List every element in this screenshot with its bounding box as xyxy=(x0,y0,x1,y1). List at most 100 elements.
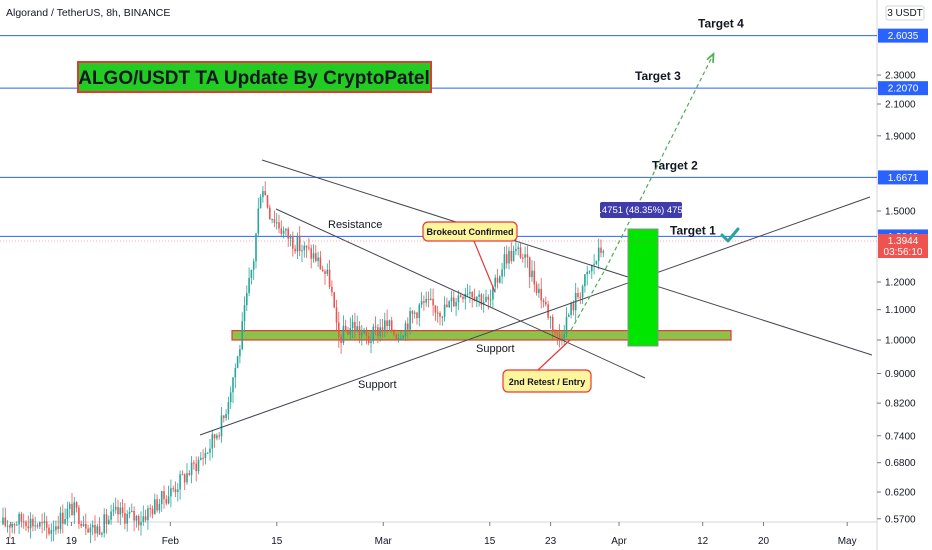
candle-body xyxy=(453,297,455,307)
candle-body xyxy=(82,523,85,526)
candle-body xyxy=(163,491,165,500)
candle-body xyxy=(285,228,287,231)
candle-body xyxy=(11,524,13,528)
candle-body xyxy=(535,284,538,293)
candle-body xyxy=(542,300,545,302)
candle-body xyxy=(248,277,250,294)
candle-body xyxy=(324,271,326,274)
candle-body xyxy=(370,341,372,344)
candle-body xyxy=(331,286,333,293)
candle-body xyxy=(545,301,547,305)
current-price-bg xyxy=(878,234,928,258)
candle-body xyxy=(43,521,46,524)
candle-body xyxy=(602,251,605,253)
candle-body xyxy=(549,316,552,318)
candle-body xyxy=(356,326,358,331)
candle-body xyxy=(64,519,66,524)
target-label: Target 4 xyxy=(698,17,744,31)
candle-body xyxy=(347,331,349,335)
candle-body xyxy=(294,248,296,252)
candle-body xyxy=(409,311,411,330)
candle-body xyxy=(232,377,234,393)
y-tick-label: 1.0000 xyxy=(885,335,916,346)
candle-body xyxy=(271,219,273,221)
candle-body xyxy=(98,526,101,535)
candle-body xyxy=(239,349,241,357)
candle-body xyxy=(190,462,193,475)
candle-body xyxy=(427,298,430,301)
candle-body xyxy=(220,415,223,437)
candle-body xyxy=(154,499,156,515)
x-tick-label: 15 xyxy=(271,536,283,547)
y-tick-label: 0.5700 xyxy=(885,514,916,525)
candle-body xyxy=(101,533,103,535)
inner-descending-line xyxy=(275,208,646,379)
candle-body xyxy=(386,320,388,326)
candle-body xyxy=(381,327,384,330)
candle-body xyxy=(289,235,292,239)
candle-body xyxy=(579,297,582,299)
candle-body xyxy=(305,245,308,248)
candle-body xyxy=(165,499,168,504)
candle-body xyxy=(75,502,78,508)
candle-body xyxy=(160,491,163,505)
candle-body xyxy=(147,508,149,521)
candle-body xyxy=(298,236,301,252)
retest-callout: 2nd Retest / Entry xyxy=(502,339,592,393)
candle-body xyxy=(377,327,379,336)
candle-body xyxy=(22,521,25,523)
candle-body xyxy=(48,527,50,534)
breakout-callout-bg xyxy=(422,221,518,242)
candle-body xyxy=(39,522,41,527)
candle-body xyxy=(499,276,501,283)
x-tick-label: 19 xyxy=(66,536,78,547)
axes xyxy=(0,0,878,550)
currency-badge[interactable]: 3 USDT xyxy=(887,8,923,19)
x-tick-label: Mar xyxy=(375,536,393,547)
candlesticks xyxy=(2,181,605,544)
candle-body xyxy=(252,261,255,270)
candle-body xyxy=(179,474,181,490)
candle-body xyxy=(181,474,184,476)
candle-body xyxy=(105,514,108,525)
candle-body xyxy=(25,521,27,527)
candle-body xyxy=(18,513,20,525)
candle-body xyxy=(393,331,395,335)
candle-body xyxy=(416,312,418,319)
candle-body xyxy=(588,271,591,273)
candle-body xyxy=(4,517,7,526)
title-banner-bg xyxy=(77,61,432,93)
resistance-label: Resistance xyxy=(328,219,382,231)
candle-body xyxy=(496,277,499,283)
candle-body xyxy=(287,228,289,239)
target-value: 2.6035 xyxy=(888,31,919,42)
currency-badge-bg xyxy=(885,5,925,21)
candle-body xyxy=(188,473,191,475)
candle-body xyxy=(174,489,177,492)
candle-body xyxy=(501,269,503,277)
candle-body xyxy=(517,247,519,249)
candle-body xyxy=(407,323,409,330)
candle-body xyxy=(87,528,89,533)
candle-body xyxy=(344,325,347,332)
candle-body xyxy=(519,247,522,258)
ascending-support-line xyxy=(199,196,871,436)
candle-body xyxy=(257,208,260,234)
candle-body xyxy=(441,316,444,318)
candle-body xyxy=(434,305,437,313)
candle-body xyxy=(338,322,340,337)
target-value-bg xyxy=(878,28,928,43)
candle-body xyxy=(124,513,126,524)
candle-body xyxy=(269,207,271,220)
candle-body xyxy=(420,301,423,305)
candle-body xyxy=(400,338,402,340)
breakout-callout-text: Brokeout Confirmed xyxy=(426,227,513,237)
current-price-box: 1.3944 03:56:10 xyxy=(0,234,928,258)
candle-body xyxy=(59,512,62,529)
candle-body xyxy=(266,195,269,208)
entry-zone-box xyxy=(627,228,659,347)
candle-body xyxy=(342,325,345,343)
candle-body xyxy=(275,222,278,224)
candle-body xyxy=(114,506,117,510)
